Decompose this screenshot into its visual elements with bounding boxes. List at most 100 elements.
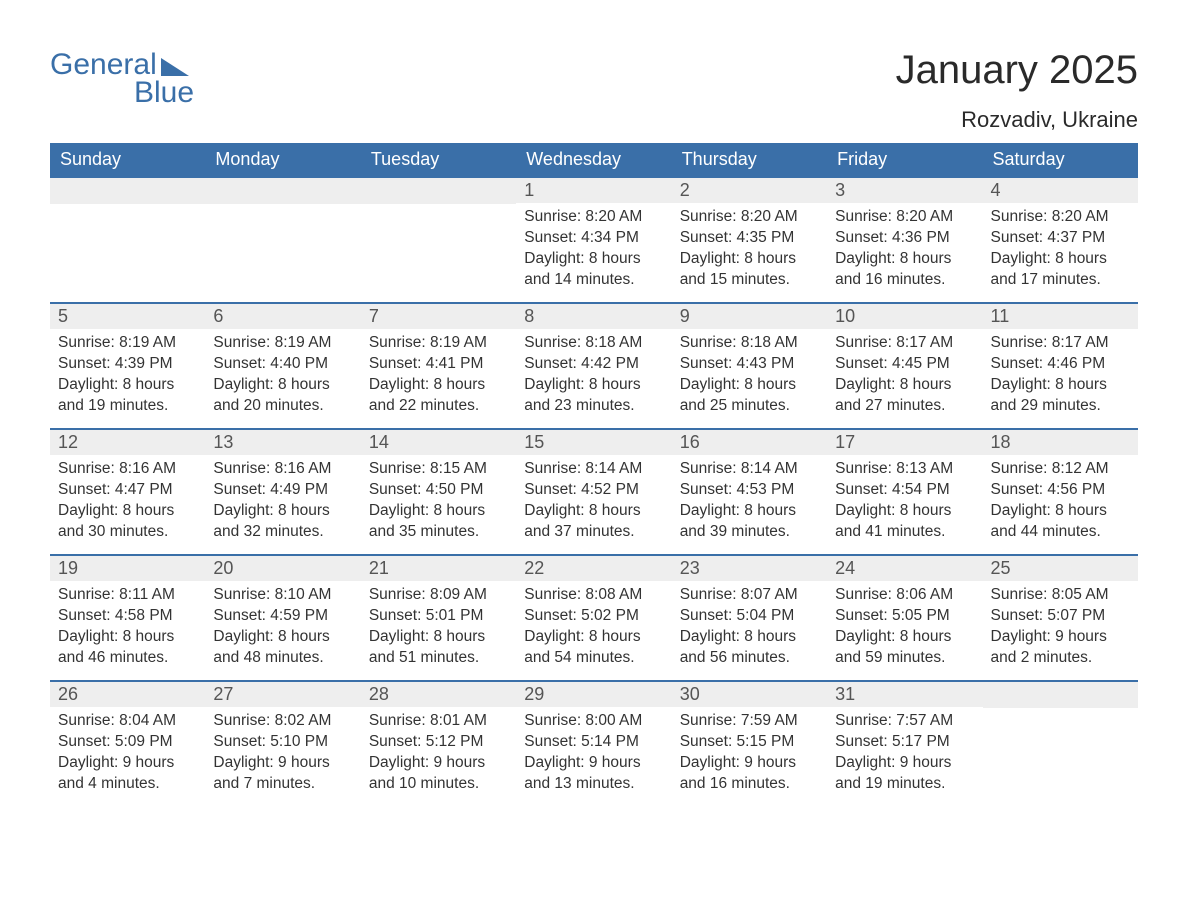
- brand-logo: General Blue: [50, 48, 194, 110]
- day-sunset: Sunset: 5:05 PM: [835, 606, 974, 627]
- calendar-day-cell: 28Sunrise: 8:01 AMSunset: 5:12 PMDayligh…: [361, 681, 516, 807]
- calendar-day-cell: 12Sunrise: 8:16 AMSunset: 4:47 PMDayligh…: [50, 429, 205, 555]
- calendar-day-cell: [205, 177, 360, 303]
- day-dl1: Daylight: 8 hours: [680, 501, 819, 522]
- day-dl1: Daylight: 8 hours: [58, 375, 197, 396]
- day-sunset: Sunset: 4:47 PM: [58, 480, 197, 501]
- day-details: Sunrise: 8:19 AMSunset: 4:40 PMDaylight:…: [205, 329, 360, 425]
- day-dl2: and 7 minutes.: [213, 774, 352, 795]
- day-dl2: and 35 minutes.: [369, 522, 508, 543]
- brand-mark-icon: [161, 58, 189, 76]
- day-sunrise: Sunrise: 8:04 AM: [58, 711, 197, 732]
- day-dl1: Daylight: 8 hours: [680, 627, 819, 648]
- day-dl2: and 20 minutes.: [213, 396, 352, 417]
- day-sunset: Sunset: 4:43 PM: [680, 354, 819, 375]
- day-details: Sunrise: 8:17 AMSunset: 4:46 PMDaylight:…: [983, 329, 1138, 425]
- day-sunrise: Sunrise: 8:20 AM: [680, 207, 819, 228]
- day-sunset: Sunset: 4:49 PM: [213, 480, 352, 501]
- day-number: 29: [516, 682, 671, 707]
- day-details: Sunrise: 7:59 AMSunset: 5:15 PMDaylight:…: [672, 707, 827, 803]
- day-dl1: Daylight: 8 hours: [835, 501, 974, 522]
- calendar-day-cell: 22Sunrise: 8:08 AMSunset: 5:02 PMDayligh…: [516, 555, 671, 681]
- day-sunset: Sunset: 5:04 PM: [680, 606, 819, 627]
- calendar-day-cell: 27Sunrise: 8:02 AMSunset: 5:10 PMDayligh…: [205, 681, 360, 807]
- day-sunrise: Sunrise: 7:57 AM: [835, 711, 974, 732]
- day-details: Sunrise: 8:14 AMSunset: 4:52 PMDaylight:…: [516, 455, 671, 551]
- day-details: Sunrise: 8:01 AMSunset: 5:12 PMDaylight:…: [361, 707, 516, 803]
- brand-word-2: Blue: [134, 76, 194, 110]
- day-number: 20: [205, 556, 360, 581]
- day-dl1: Daylight: 9 hours: [835, 753, 974, 774]
- day-sunrise: Sunrise: 8:16 AM: [213, 459, 352, 480]
- day-dl1: Daylight: 8 hours: [369, 501, 508, 522]
- calendar-day-cell: 20Sunrise: 8:10 AMSunset: 4:59 PMDayligh…: [205, 555, 360, 681]
- day-sunset: Sunset: 4:54 PM: [835, 480, 974, 501]
- calendar-day-cell: 26Sunrise: 8:04 AMSunset: 5:09 PMDayligh…: [50, 681, 205, 807]
- day-sunrise: Sunrise: 8:20 AM: [835, 207, 974, 228]
- day-dl2: and 37 minutes.: [524, 522, 663, 543]
- day-number: 12: [50, 430, 205, 455]
- day-sunrise: Sunrise: 8:07 AM: [680, 585, 819, 606]
- calendar-day-cell: 25Sunrise: 8:05 AMSunset: 5:07 PMDayligh…: [983, 555, 1138, 681]
- day-sunrise: Sunrise: 8:20 AM: [991, 207, 1130, 228]
- day-details: Sunrise: 8:05 AMSunset: 5:07 PMDaylight:…: [983, 581, 1138, 677]
- day-dl2: and 54 minutes.: [524, 648, 663, 669]
- day-number: 16: [672, 430, 827, 455]
- day-dl2: and 16 minutes.: [835, 270, 974, 291]
- day-number: 9: [672, 304, 827, 329]
- day-number: 8: [516, 304, 671, 329]
- day-sunrise: Sunrise: 8:00 AM: [524, 711, 663, 732]
- day-dl2: and 17 minutes.: [991, 270, 1130, 291]
- day-sunrise: Sunrise: 8:18 AM: [680, 333, 819, 354]
- calendar-day-cell: 1Sunrise: 8:20 AMSunset: 4:34 PMDaylight…: [516, 177, 671, 303]
- day-sunset: Sunset: 4:39 PM: [58, 354, 197, 375]
- day-sunrise: Sunrise: 8:01 AM: [369, 711, 508, 732]
- day-details: Sunrise: 8:04 AMSunset: 5:09 PMDaylight:…: [50, 707, 205, 803]
- calendar-day-cell: [983, 681, 1138, 807]
- day-dl2: and 46 minutes.: [58, 648, 197, 669]
- day-dl1: Daylight: 8 hours: [369, 627, 508, 648]
- calendar-day-cell: 13Sunrise: 8:16 AMSunset: 4:49 PMDayligh…: [205, 429, 360, 555]
- weekday-header: Sunday: [50, 143, 205, 177]
- weekday-header-row: SundayMondayTuesdayWednesdayThursdayFrid…: [50, 143, 1138, 177]
- day-sunrise: Sunrise: 7:59 AM: [680, 711, 819, 732]
- day-sunset: Sunset: 4:41 PM: [369, 354, 508, 375]
- calendar-day-cell: 16Sunrise: 8:14 AMSunset: 4:53 PMDayligh…: [672, 429, 827, 555]
- calendar-week-row: 5Sunrise: 8:19 AMSunset: 4:39 PMDaylight…: [50, 303, 1138, 429]
- day-sunrise: Sunrise: 8:02 AM: [213, 711, 352, 732]
- day-dl1: Daylight: 9 hours: [524, 753, 663, 774]
- day-dl2: and 16 minutes.: [680, 774, 819, 795]
- day-details: Sunrise: 8:02 AMSunset: 5:10 PMDaylight:…: [205, 707, 360, 803]
- day-dl1: Daylight: 8 hours: [58, 627, 197, 648]
- day-dl1: Daylight: 8 hours: [213, 501, 352, 522]
- day-sunset: Sunset: 4:59 PM: [213, 606, 352, 627]
- day-number: 6: [205, 304, 360, 329]
- calendar-day-cell: 10Sunrise: 8:17 AMSunset: 4:45 PMDayligh…: [827, 303, 982, 429]
- day-details: Sunrise: 8:07 AMSunset: 5:04 PMDaylight:…: [672, 581, 827, 677]
- weekday-header: Saturday: [983, 143, 1138, 177]
- day-number: [983, 682, 1138, 708]
- day-dl2: and 15 minutes.: [680, 270, 819, 291]
- day-sunset: Sunset: 4:34 PM: [524, 228, 663, 249]
- day-dl2: and 23 minutes.: [524, 396, 663, 417]
- day-number: 3: [827, 178, 982, 203]
- calendar-day-cell: 18Sunrise: 8:12 AMSunset: 4:56 PMDayligh…: [983, 429, 1138, 555]
- day-details: Sunrise: 7:57 AMSunset: 5:17 PMDaylight:…: [827, 707, 982, 803]
- day-sunrise: Sunrise: 8:05 AM: [991, 585, 1130, 606]
- calendar-day-cell: [50, 177, 205, 303]
- day-dl1: Daylight: 9 hours: [213, 753, 352, 774]
- day-sunset: Sunset: 5:15 PM: [680, 732, 819, 753]
- day-details: Sunrise: 8:16 AMSunset: 4:49 PMDaylight:…: [205, 455, 360, 551]
- calendar-day-cell: 6Sunrise: 8:19 AMSunset: 4:40 PMDaylight…: [205, 303, 360, 429]
- day-dl2: and 19 minutes.: [58, 396, 197, 417]
- day-sunset: Sunset: 4:56 PM: [991, 480, 1130, 501]
- page-title: January 2025: [896, 48, 1138, 93]
- calendar-week-row: 19Sunrise: 8:11 AMSunset: 4:58 PMDayligh…: [50, 555, 1138, 681]
- day-number: 11: [983, 304, 1138, 329]
- calendar-day-cell: 23Sunrise: 8:07 AMSunset: 5:04 PMDayligh…: [672, 555, 827, 681]
- day-sunrise: Sunrise: 8:19 AM: [213, 333, 352, 354]
- day-dl1: Daylight: 9 hours: [680, 753, 819, 774]
- day-sunrise: Sunrise: 8:17 AM: [835, 333, 974, 354]
- day-sunset: Sunset: 4:37 PM: [991, 228, 1130, 249]
- day-dl2: and 59 minutes.: [835, 648, 974, 669]
